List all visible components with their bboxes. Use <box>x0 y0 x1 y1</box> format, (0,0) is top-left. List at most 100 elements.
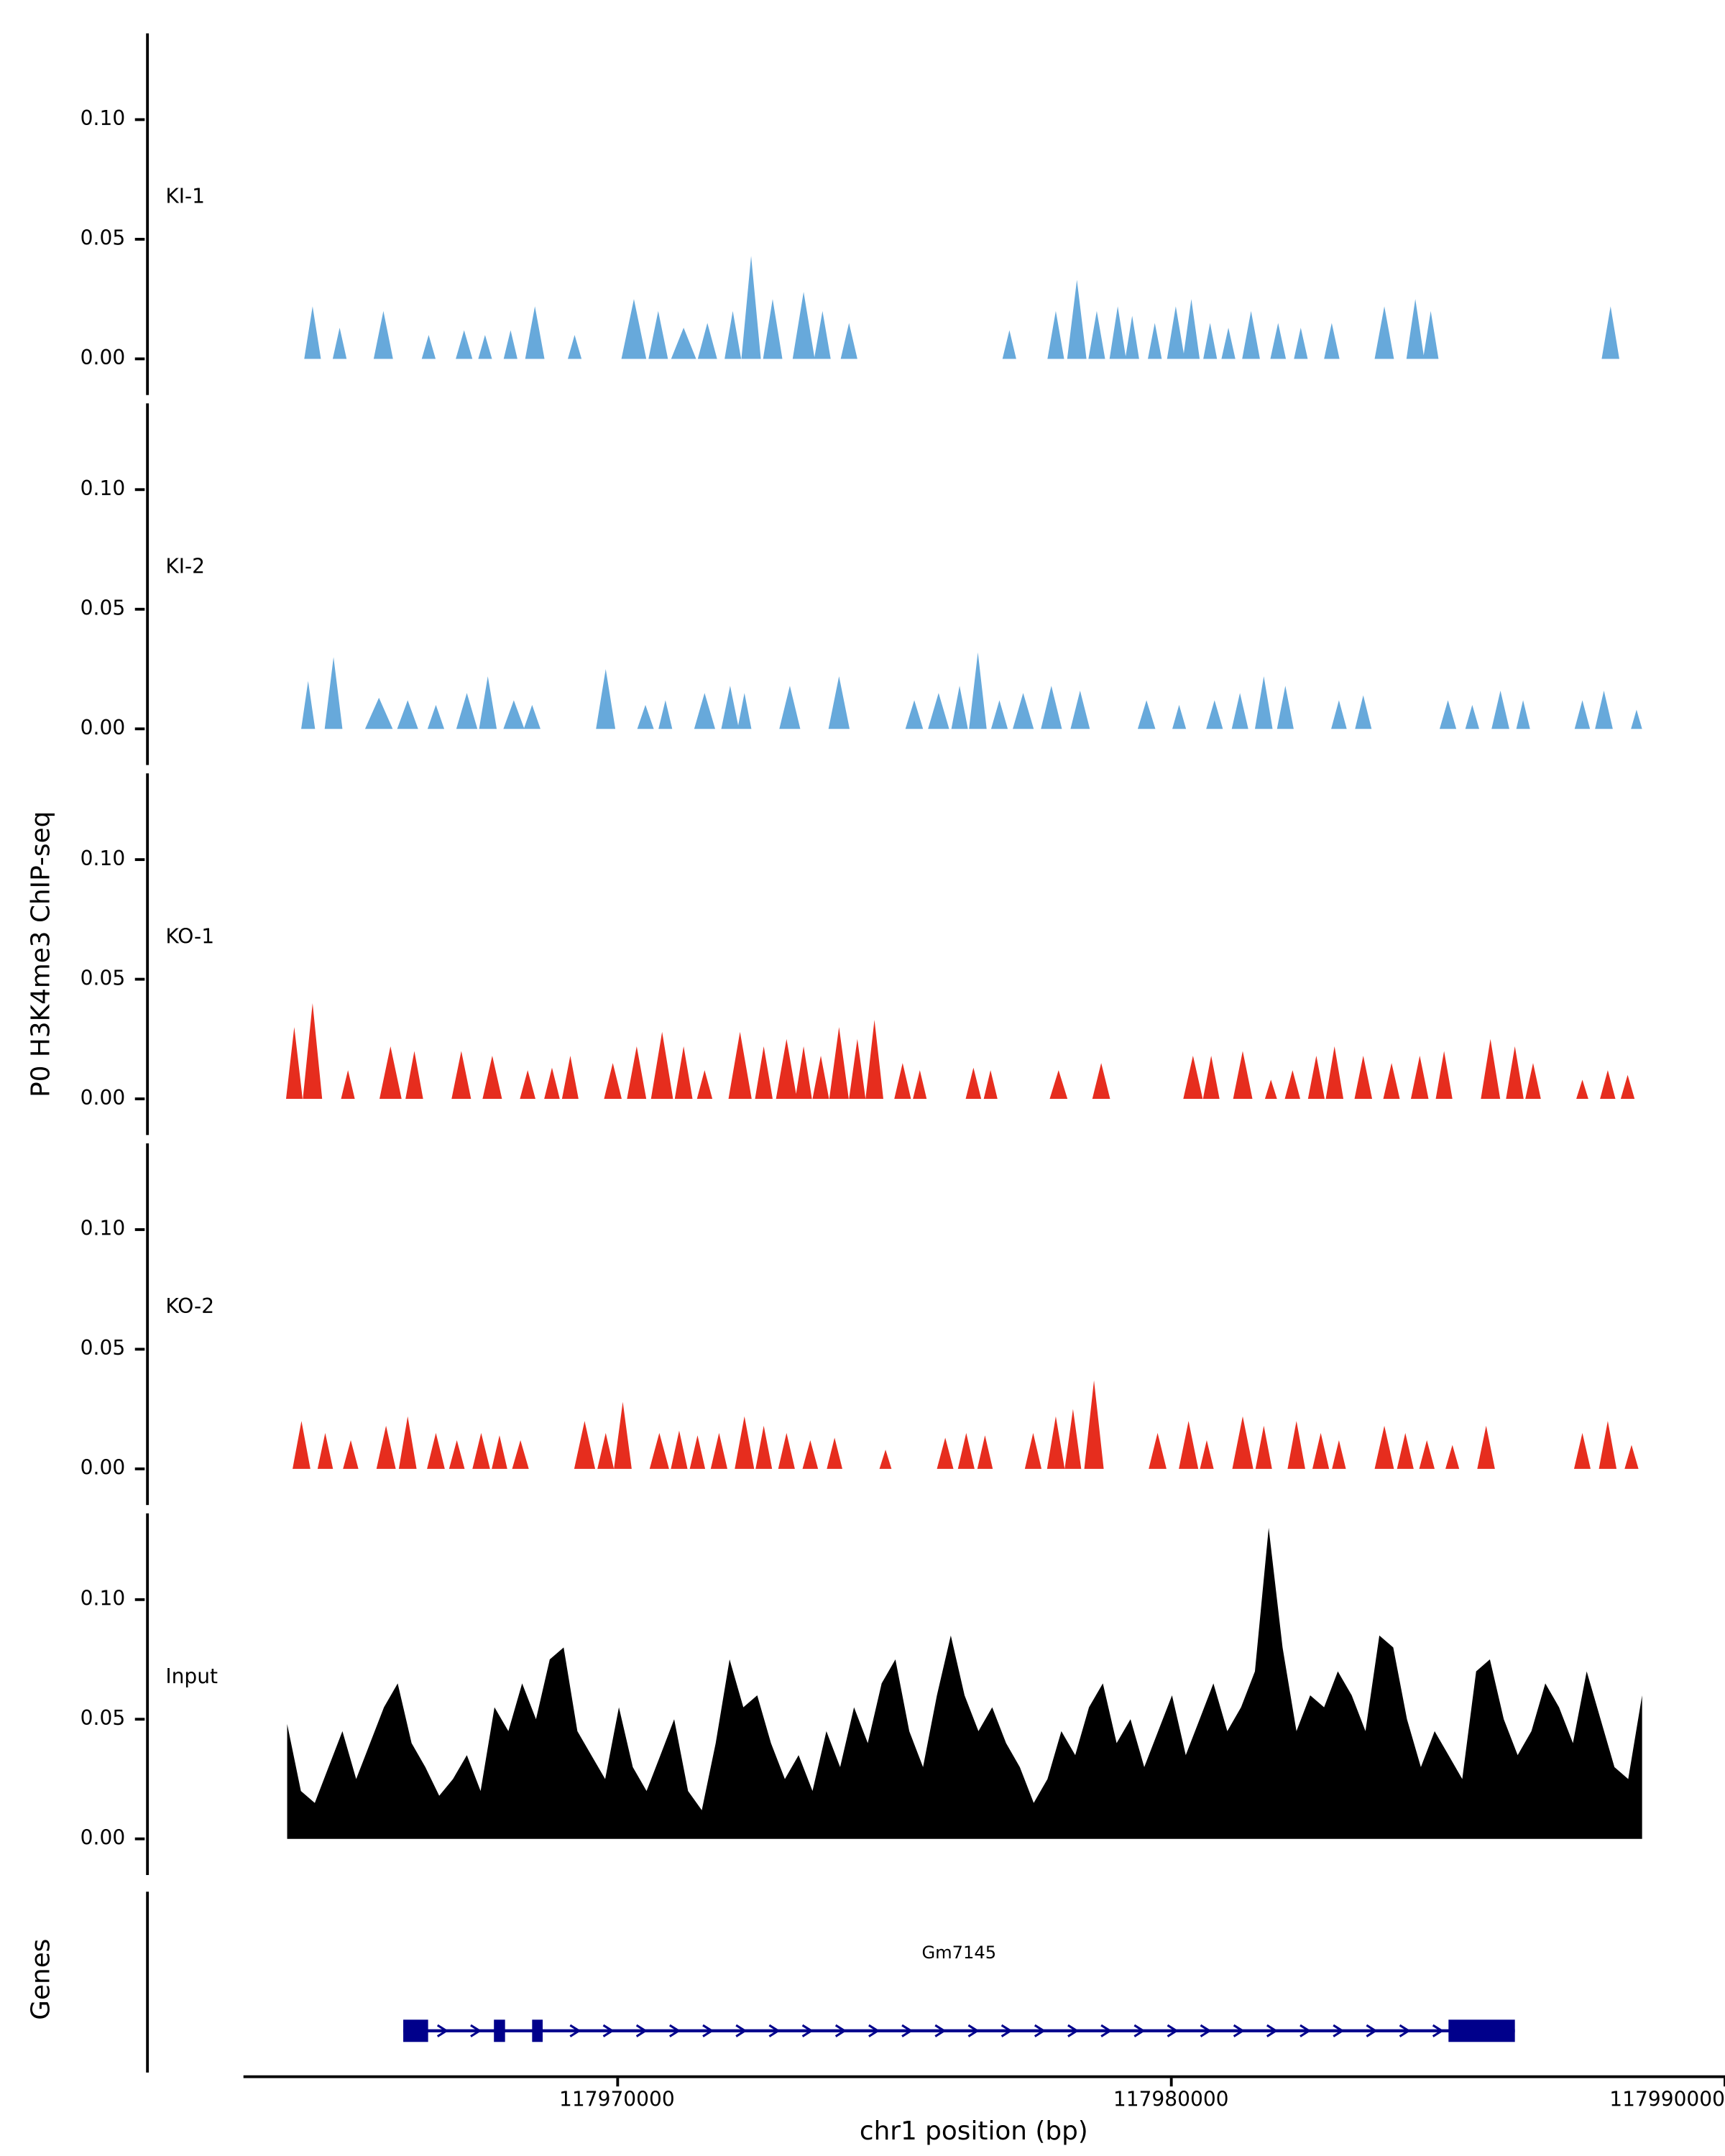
track-label-ki-1: KI-1 <box>165 186 205 209</box>
intron-direction-arrow-icon <box>1100 2024 1113 2037</box>
y-tick-label: 0.00 <box>80 1457 126 1480</box>
x-axis: 117970000 117980000 117990000 <box>0 2075 1725 2131</box>
y-tick-label: 0.05 <box>80 1708 126 1731</box>
intron-direction-arrow-icon <box>1399 2024 1411 2037</box>
y-axis-line <box>146 1892 150 2073</box>
signal-area-ki-2 <box>301 652 1642 729</box>
y-tick-label: 0.00 <box>80 717 126 740</box>
signal-fill <box>301 652 1642 729</box>
intron-direction-arrow-icon <box>768 2024 781 2037</box>
intron-direction-arrow-icon <box>436 2024 449 2037</box>
y-tick-mark <box>134 727 145 731</box>
intron-direction-arrow-icon <box>569 2024 581 2037</box>
y-tick-label: 0.10 <box>80 1218 126 1241</box>
intron-direction-arrow-icon <box>1200 2024 1212 2037</box>
intron-direction-arrow-icon <box>801 2024 814 2037</box>
y-tick-label: 0.05 <box>80 968 126 991</box>
y-tick-label: 0.10 <box>80 478 126 501</box>
intron-direction-arrow-icon <box>635 2024 648 2037</box>
y-tick-mark <box>134 977 145 981</box>
y-tick-label: 0.00 <box>80 1828 126 1851</box>
intron-direction-arrow-icon <box>602 2024 615 2037</box>
track-panel-input: 0.10 0.05 0.00 Input <box>0 1513 1725 1876</box>
intron-direction-arrow-icon <box>834 2024 847 2037</box>
intron-direction-arrow-icon <box>1266 2024 1279 2037</box>
genes-panel: Gm7145 <box>0 1892 1725 2073</box>
y-axis-line <box>146 1513 150 1876</box>
intron-direction-arrow-icon <box>1300 2024 1312 2037</box>
intron-direction-arrow-icon <box>470 2024 482 2037</box>
y-tick-label: 0.05 <box>80 598 126 621</box>
y-axis-line <box>146 403 150 765</box>
y-tick-mark <box>134 1467 145 1470</box>
intron-direction-arrow-icon <box>1133 2024 1146 2037</box>
gene-exon <box>403 2019 428 2042</box>
intron-direction-arrow-icon <box>934 2024 947 2037</box>
signal-area-ki-1 <box>304 256 1619 359</box>
intron-direction-arrow-icon <box>868 2024 880 2037</box>
y-tick-mark <box>134 1718 145 1721</box>
y-tick-mark <box>134 1228 145 1231</box>
intron-direction-arrow-icon <box>702 2024 714 2037</box>
intron-direction-arrow-icon <box>901 2024 914 2037</box>
y-tick-mark <box>134 357 145 361</box>
x-tick-mark <box>615 2078 619 2087</box>
signal-fill <box>293 1380 1639 1469</box>
y-tick-label: 0.05 <box>80 228 126 251</box>
x-axis-line <box>243 2075 1725 2078</box>
y-tick-mark <box>134 607 145 611</box>
y-tick-mark <box>134 1097 145 1100</box>
intron-direction-arrow-icon <box>1233 2024 1245 2037</box>
intron-direction-arrow-icon <box>1167 2024 1179 2037</box>
x-tick-mark <box>1169 2078 1173 2087</box>
y-tick-label: 0.10 <box>80 848 126 871</box>
y-tick-mark <box>134 1598 145 1601</box>
track-panel-ki-1: 0.10 0.05 0.00 KI-1 <box>0 33 1725 395</box>
track-panel-ko-1: 0.10 0.05 0.00 KO-1 <box>0 773 1725 1135</box>
y-tick-mark <box>134 1348 145 1351</box>
y-tick-mark <box>134 1837 145 1841</box>
x-axis-title: chr1 position (bp) <box>859 2116 1088 2147</box>
track-label-input: Input <box>165 1666 218 1689</box>
y-axis-line <box>146 33 150 395</box>
track-panel-ki-2: 0.10 0.05 0.00 KI-2 <box>0 403 1725 765</box>
track-label-ki-2: KI-2 <box>165 556 205 579</box>
y-axis-line <box>146 773 150 1135</box>
signal-fill <box>287 1527 1642 1839</box>
intron-direction-arrow-icon <box>735 2024 748 2037</box>
y-tick-label: 0.00 <box>80 347 126 370</box>
x-tick-mark <box>1724 2078 1725 2087</box>
y-tick-label: 0.00 <box>80 1087 126 1110</box>
signal-fill <box>285 1003 1635 1100</box>
intron-direction-arrow-icon <box>1034 2024 1046 2037</box>
x-tick-label-0: 117970000 <box>559 2089 675 2112</box>
y-axis-line <box>146 1143 150 1506</box>
intron-direction-arrow-icon <box>1366 2024 1378 2037</box>
signal-area-input <box>287 1527 1642 1839</box>
gene-model-svg: Gm7145 <box>403 1943 1515 2042</box>
y-tick-mark <box>134 858 145 862</box>
x-tick-label-2: 117990000 <box>1609 2089 1725 2112</box>
intron-direction-arrow-icon <box>967 2024 980 2037</box>
signal-area-ko-2 <box>293 1380 1639 1469</box>
y-tick-mark <box>134 488 145 492</box>
y-tick-label: 0.05 <box>80 1337 126 1360</box>
signal-fill <box>304 256 1619 359</box>
intron-direction-arrow-icon <box>1432 2024 1444 2037</box>
gene-exon <box>1448 2019 1515 2042</box>
intron-direction-arrow-icon <box>1067 2024 1080 2037</box>
intron-direction-arrow-icon <box>668 2024 681 2037</box>
intron-direction-arrow-icon <box>1000 2024 1013 2037</box>
track-panel-ko-2: 0.10 0.05 0.00 KO-2 <box>0 1143 1725 1506</box>
y-tick-label: 0.10 <box>80 1588 126 1611</box>
track-label-ko-1: KO-1 <box>165 926 215 949</box>
gene-exon <box>494 2019 505 2042</box>
y-tick-label: 0.10 <box>80 108 126 131</box>
gene-label: Gm7145 <box>921 1943 996 1963</box>
track-label-ko-2: KO-2 <box>165 1296 215 1319</box>
y-tick-mark <box>134 237 145 241</box>
signal-area-ko-1 <box>285 1003 1635 1100</box>
intron-direction-arrow-icon <box>1333 2024 1345 2037</box>
x-tick-label-1: 117980000 <box>1113 2089 1229 2112</box>
